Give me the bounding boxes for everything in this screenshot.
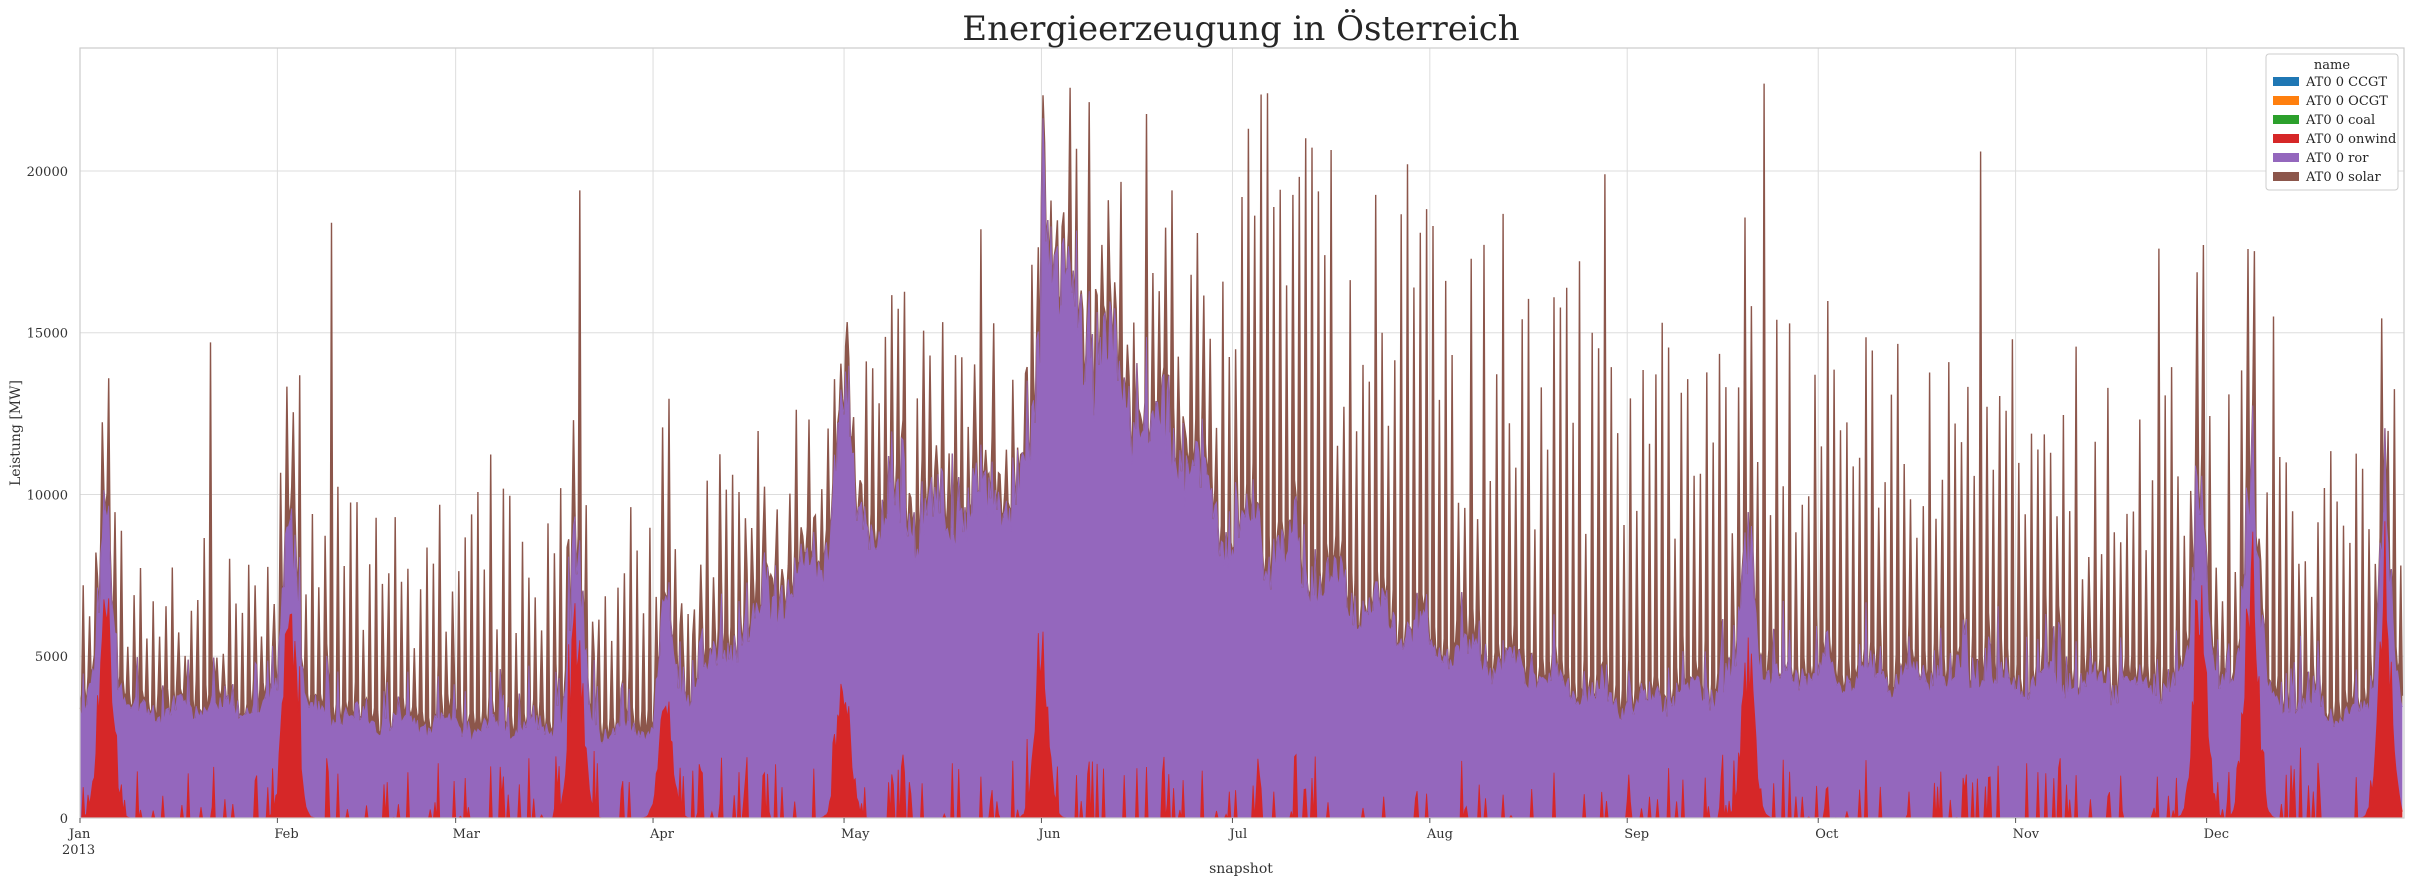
y-tick-label: 15000 [27,327,68,342]
legend-swatch [2273,153,2299,162]
x-tick-label: Mar [453,827,481,842]
x-year-label: 2013 [62,843,95,858]
x-tick-label: Oct [1815,827,1839,842]
x-tick-label: Feb [274,827,298,842]
x-axis-label: snapshot [1209,861,1273,877]
legend-swatch [2273,172,2299,181]
x-tick-label: May [841,827,870,842]
x-tick-label: Dec [2204,827,2229,842]
legend-label: AT0 0 onwind [2305,132,2396,147]
x-axis-ticks: Jan Feb Mar Apr May Jun Jul Aug Sep Oct Nov Dec [67,818,2229,842]
legend-label: AT0 0 OCGT [2305,94,2388,109]
y-tick-label: 5000 [35,650,68,665]
legend-label: AT0 0 ror [2305,151,2369,166]
x-tick-label: Nov [2013,827,2040,842]
x-tick-label: Jul [1227,827,1247,842]
x-tick-label: Sep [1624,827,1649,842]
x-tick-label: Jan [67,827,91,842]
x-tick-label: Jun [1036,827,1061,842]
plot-frame [79,47,2405,819]
x-tick-label: Aug [1426,827,1453,842]
chart-title: Energieerzeugung in Österreich [962,8,1519,49]
legend-label: AT0 0 CCGT [2305,75,2387,90]
y-axis-ticks: 0 5000 10000 15000 20000 [27,165,68,827]
legend-swatch [2273,115,2299,124]
legend-swatch [2273,134,2299,143]
legend-title: name [2314,58,2350,73]
legend-label: AT0 0 coal [2305,113,2375,128]
area-ror [80,118,2403,818]
line-ror [79,118,2403,745]
legend-items: AT0 0 CCGT AT0 0 OCGT AT0 0 coal AT0 0 onwi… [2273,75,2396,185]
y-tick-label: 0 [60,812,68,827]
legend-swatch [2273,77,2299,86]
area-onwind [80,521,2403,818]
y-axis-label: Leistung [MW] [8,380,24,486]
x-tick-label: Apr [649,827,675,842]
legend-swatch [2273,96,2299,105]
y-tick-label: 20000 [27,165,68,180]
legend-label: AT0 0 solar [2305,170,2382,185]
y-tick-label: 10000 [27,488,68,503]
